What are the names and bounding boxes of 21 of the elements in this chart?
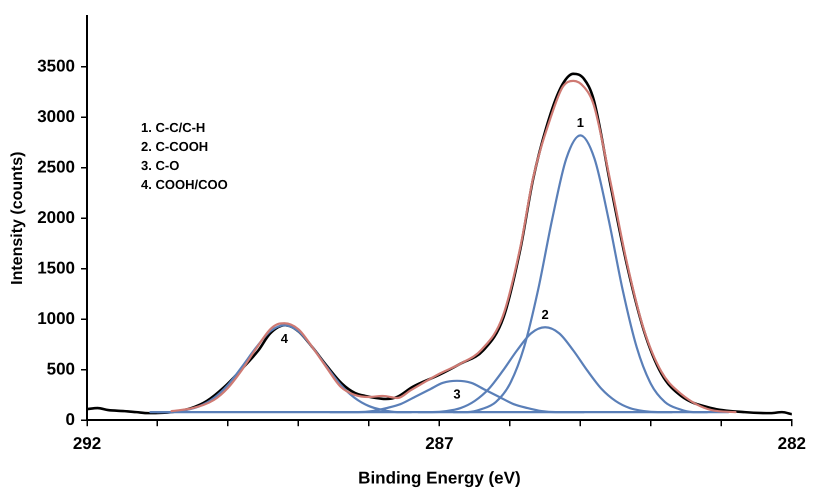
- x-axis-title: Binding Energy (eV): [358, 468, 521, 488]
- y-tick-label: 500: [46, 359, 76, 378]
- annotation: 3: [453, 386, 461, 402]
- annotation: 4. COOH/COO: [141, 176, 228, 192]
- y-axis-title: Intensity (counts): [9, 152, 26, 285]
- annotation: 2: [542, 306, 549, 322]
- y-tick-label: 2500: [37, 157, 76, 176]
- y-tick-label: 1500: [37, 258, 76, 278]
- x-tick-label: 282: [778, 434, 806, 454]
- y-tick-label: 2000: [37, 208, 76, 227]
- y-tick-label: 0: [66, 410, 76, 429]
- annotation: 4: [280, 330, 289, 346]
- x-tick-label: 292: [72, 434, 102, 454]
- annotation: 3. C-O: [141, 158, 180, 173]
- y-tick-label: 3000: [37, 106, 76, 126]
- annotation: 1: [576, 114, 584, 130]
- x-tick-label: 287: [425, 434, 454, 454]
- y-tick-label: 3500: [37, 56, 76, 76]
- annotation: 1. C-C/C-H: [141, 120, 206, 135]
- annotation: 2. C-COOH: [141, 138, 208, 154]
- y-tick-label: 1000: [37, 308, 76, 328]
